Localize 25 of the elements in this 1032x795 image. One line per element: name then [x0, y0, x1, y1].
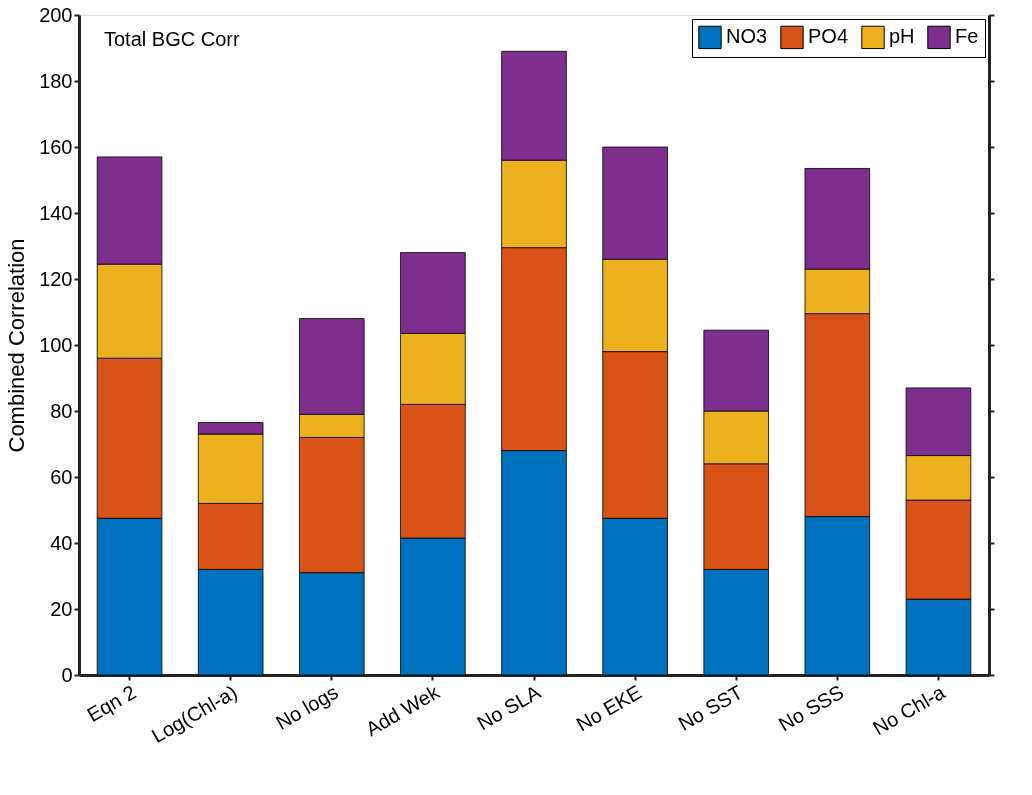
- legend-label: Fe: [955, 25, 979, 48]
- legend-label: PO4: [808, 25, 849, 48]
- y-tick-label: 60: [50, 465, 73, 488]
- x-tick-label: No EKE: [572, 680, 646, 736]
- y-tick-label: 20: [50, 597, 73, 620]
- y-tick-label: 140: [39, 201, 73, 224]
- y-tick-label: 0: [61, 663, 73, 686]
- legend-label: pH: [889, 25, 915, 48]
- y-tick-label: 100: [39, 333, 73, 356]
- legend-label: NO3: [726, 25, 768, 48]
- y-tick-label: 80: [50, 399, 73, 422]
- x-tick-label: No logs: [272, 680, 342, 734]
- x-tick-label: Eqn 2: [83, 680, 140, 726]
- y-tick-label: 160: [39, 135, 73, 158]
- x-tick-label: No SST: [674, 680, 747, 735]
- y-axis-title: Combined Correlation: [4, 238, 30, 453]
- y-tick-label: 200: [39, 3, 73, 26]
- y-tick-label: 120: [39, 267, 73, 290]
- y-tick-label: 180: [39, 69, 73, 92]
- x-tick-label: No Chl-a: [869, 680, 950, 740]
- y-tick-label: 40: [50, 531, 73, 554]
- x-tick-label: No SLA: [473, 680, 545, 735]
- x-tick-label: No SSS: [774, 680, 848, 736]
- text: Total BGC Corr: [104, 28, 240, 50]
- x-tick-label: Add Wek: [361, 680, 444, 741]
